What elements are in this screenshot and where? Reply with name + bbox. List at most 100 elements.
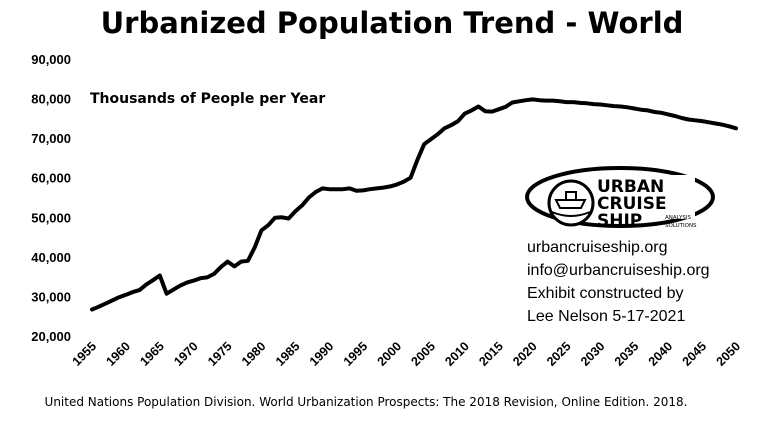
x-tick-label: 2020 — [510, 339, 540, 369]
data-point — [436, 132, 440, 136]
y-tick-label: 60,000 — [31, 171, 71, 186]
data-point — [144, 283, 148, 287]
data-point — [334, 187, 338, 191]
globe-icon — [547, 179, 595, 227]
data-point — [151, 278, 155, 282]
data-point — [564, 100, 569, 104]
data-point — [293, 209, 297, 213]
data-point — [463, 112, 467, 116]
data-point — [598, 102, 603, 107]
data-point — [354, 189, 358, 193]
credit-constructed-by: Exhibit constructed by — [527, 285, 684, 302]
y-tick-label: 80,000 — [31, 92, 71, 107]
data-point — [226, 260, 230, 264]
data-point — [368, 187, 372, 191]
data-point — [503, 105, 508, 109]
y-tick-label: 30,000 — [31, 289, 71, 304]
x-tick-label: 2030 — [578, 339, 608, 369]
y-tick-label: 50,000 — [31, 210, 71, 225]
x-tick-label: 1965 — [137, 339, 167, 369]
data-point — [97, 305, 101, 309]
data-point — [470, 108, 474, 112]
data-point — [497, 107, 501, 111]
data-point — [524, 98, 528, 102]
x-tick-label: 2000 — [375, 339, 405, 369]
data-point — [266, 223, 270, 227]
data-point — [402, 180, 406, 184]
data-point — [571, 100, 575, 104]
data-point — [673, 114, 677, 118]
data-point — [605, 103, 609, 107]
logo-line-2: CRUISE — [597, 194, 667, 214]
data-point — [578, 101, 582, 105]
logo-line-1: URBAN — [597, 177, 664, 197]
data-point — [449, 123, 453, 127]
data-point — [375, 186, 379, 190]
data-point — [558, 99, 562, 103]
x-tick-label: 2040 — [646, 339, 676, 369]
data-points — [90, 97, 738, 312]
data-point — [205, 275, 209, 279]
data-point — [415, 158, 419, 162]
data-point — [612, 104, 616, 108]
data-point — [483, 109, 487, 113]
data-point — [314, 190, 318, 194]
logo-tagline-2: SOLUTIONS — [665, 223, 697, 229]
data-point — [592, 102, 596, 106]
data-point — [90, 307, 94, 312]
data-point — [198, 276, 203, 280]
credit-email: info@urbancruiseship.org — [527, 262, 710, 279]
data-point — [280, 215, 284, 219]
data-point — [510, 100, 514, 105]
x-tick-label: 1980 — [239, 339, 269, 369]
logo-tagline-1: ANALYSIS — [665, 215, 691, 221]
data-point — [300, 203, 304, 207]
data-point — [720, 123, 725, 127]
data-point — [680, 116, 684, 120]
data-point — [619, 104, 623, 109]
data-point — [327, 187, 331, 191]
data-point — [632, 106, 636, 111]
data-point — [544, 99, 548, 103]
x-tick-label: 2050 — [714, 339, 744, 369]
data-point — [409, 176, 413, 180]
data-point — [714, 121, 718, 126]
ship-icon — [551, 191, 591, 217]
data-point — [246, 259, 250, 263]
source-citation: United Nations Population Division. Worl… — [45, 395, 688, 409]
x-tick-label: 1975 — [205, 339, 235, 369]
data-point — [442, 126, 447, 130]
data-point — [158, 273, 162, 278]
data-point — [259, 228, 264, 232]
data-point — [490, 110, 494, 114]
data-point — [307, 195, 311, 200]
data-point — [287, 216, 291, 221]
data-point — [239, 260, 243, 264]
data-point — [219, 265, 223, 269]
data-point — [646, 108, 650, 112]
data-point — [110, 298, 114, 302]
data-point — [253, 245, 257, 249]
data-point — [686, 117, 691, 122]
y-tick-label: 20,000 — [31, 329, 71, 344]
y-tick-label: 40,000 — [31, 250, 71, 265]
x-tick-label: 1990 — [307, 339, 337, 369]
data-point — [666, 112, 670, 116]
data-point — [653, 110, 657, 114]
data-point — [212, 272, 216, 276]
data-point — [171, 288, 175, 292]
data-point — [537, 98, 542, 102]
data-point — [727, 124, 731, 128]
credit-author-date: Lee Nelson 5-17-2021 — [527, 308, 685, 325]
data-point — [320, 186, 325, 190]
data-point — [348, 186, 352, 190]
data-point — [273, 216, 277, 220]
x-tick-label: 1995 — [341, 339, 371, 369]
x-tick-label: 2045 — [680, 339, 710, 369]
x-tick-label: 1970 — [171, 339, 201, 369]
data-point — [639, 108, 643, 112]
data-point — [517, 99, 521, 103]
y-tick-label: 70,000 — [31, 131, 71, 146]
logo-line-3: SHIP — [597, 211, 642, 231]
